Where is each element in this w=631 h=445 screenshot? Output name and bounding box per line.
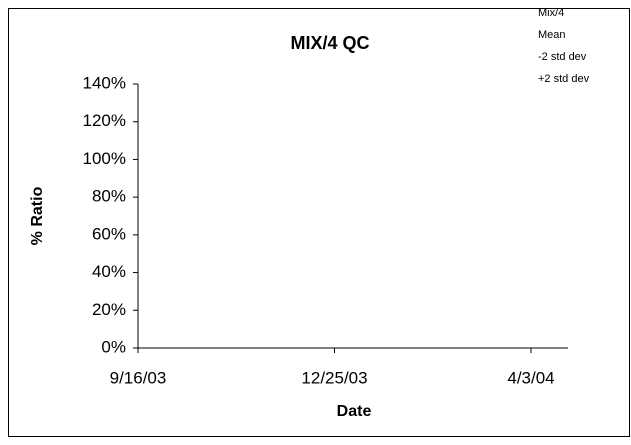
chart-title: MIX/4 QC bbox=[290, 33, 369, 53]
y-tick-label: 100% bbox=[83, 149, 126, 168]
y-tick-label: 120% bbox=[83, 111, 126, 130]
x-axis-label: Date bbox=[337, 403, 372, 420]
y-tick-label: 0% bbox=[101, 337, 126, 356]
legend-entry: Mix/4 bbox=[538, 7, 564, 19]
chart-frame bbox=[8, 8, 630, 437]
y-axis-label: % Ratio bbox=[29, 186, 46, 245]
x-tick-label: 4/3/04 bbox=[507, 368, 554, 387]
y-tick-label: 20% bbox=[92, 300, 126, 319]
x-tick-label: 9/16/03 bbox=[110, 368, 167, 387]
x-tick-label: 12/25/03 bbox=[301, 368, 367, 387]
legend-entry: +2 std dev bbox=[538, 73, 590, 85]
legend-entry: -2 std dev bbox=[538, 51, 587, 63]
legend-entry: Mean bbox=[538, 29, 566, 41]
y-tick-label: 80% bbox=[92, 187, 126, 206]
y-tick-label: 140% bbox=[83, 73, 126, 92]
y-tick-label: 40% bbox=[92, 262, 126, 281]
y-tick-label: 60% bbox=[92, 224, 126, 243]
